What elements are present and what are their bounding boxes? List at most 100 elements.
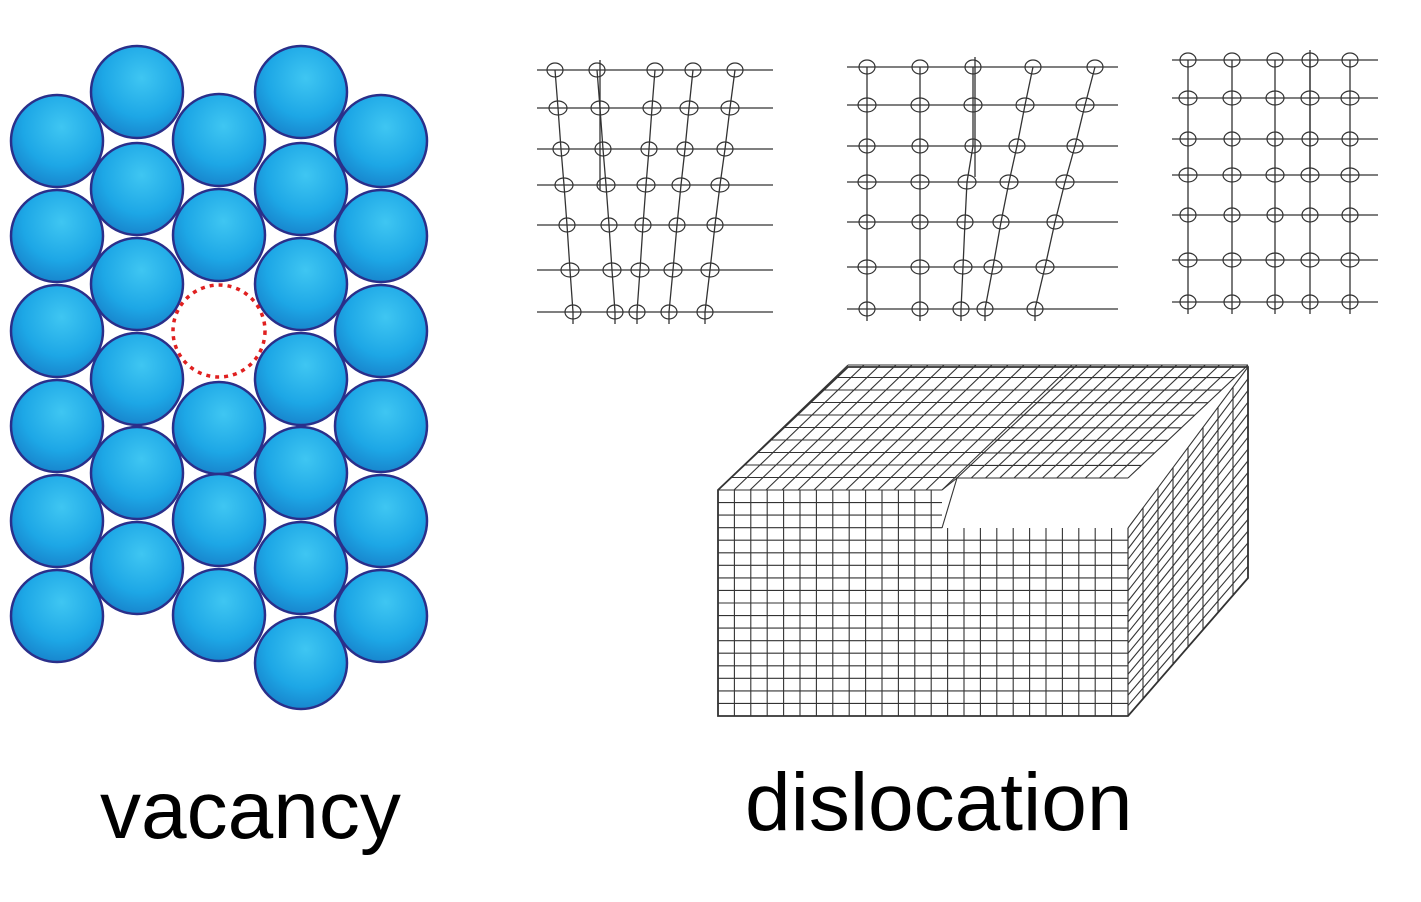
atom (333, 473, 429, 569)
top-line (1127, 364, 1249, 479)
top-line (1099, 364, 1220, 479)
side-horizontal-line (1127, 519, 1249, 665)
atom-marker (1341, 131, 1359, 147)
atom-marker (628, 304, 646, 320)
atom-marker (646, 62, 664, 78)
side-horizontal-line (1127, 366, 1249, 529)
atom-marker (957, 174, 977, 190)
atom (89, 44, 185, 140)
atom (253, 331, 349, 427)
edge-dislocation-sketch-2 (847, 57, 1118, 321)
atom-marker (696, 304, 714, 320)
atom (171, 380, 267, 476)
top-line (1070, 364, 1192, 479)
atom-marker (858, 59, 876, 75)
atom-marker (1075, 97, 1095, 113)
atom-marker (1179, 131, 1197, 147)
atom-marker (630, 262, 650, 278)
vacancy-lattice (9, 44, 429, 711)
atom-marker (1008, 138, 1026, 154)
atom (333, 188, 429, 284)
atom-marker (554, 177, 574, 193)
atom (9, 473, 105, 569)
vacancy-caption: vacancy (100, 765, 401, 856)
top-line (1027, 364, 1149, 479)
atom-marker (953, 259, 973, 275)
atom (171, 472, 267, 568)
side-horizontal-line (1127, 436, 1249, 592)
atom (253, 615, 349, 711)
atom (89, 425, 185, 521)
top-line (1042, 364, 1163, 479)
atom-marker (1223, 52, 1241, 68)
atom-marker (911, 214, 929, 230)
atom-marker (964, 138, 982, 154)
atom (253, 141, 349, 237)
atom (89, 520, 185, 616)
atom-marker (952, 301, 970, 317)
atom-marker (676, 141, 694, 157)
atom-marker (600, 217, 618, 233)
side-horizontal-line (1127, 390, 1249, 550)
atom-marker (634, 217, 652, 233)
atom-marker (1086, 59, 1104, 75)
atom-marker (857, 97, 877, 113)
atom-marker (857, 259, 877, 275)
top-line (970, 364, 1092, 479)
atom (89, 331, 185, 427)
atom-marker (1341, 294, 1359, 310)
atom-marker (710, 177, 730, 193)
atom-marker (999, 174, 1019, 190)
atom-marker (1223, 294, 1241, 310)
top-line (985, 364, 1106, 479)
atom-marker (911, 301, 929, 317)
atom (171, 92, 267, 188)
atom (333, 283, 429, 379)
atom (9, 283, 105, 379)
atom-marker (606, 304, 624, 320)
atom-marker (660, 304, 678, 320)
atom-marker (720, 100, 740, 116)
atom-marker (671, 177, 691, 193)
vacancy-site (171, 283, 267, 379)
side-horizontal-line (1127, 530, 1249, 675)
atom (89, 236, 185, 332)
atom-marker (992, 214, 1010, 230)
atom (171, 567, 267, 663)
atom-marker (1223, 131, 1241, 147)
atom (9, 93, 105, 189)
atom-marker (1179, 52, 1197, 68)
atom-marker (679, 100, 699, 116)
atom-marker (1340, 90, 1360, 106)
block-outline (717, 366, 1249, 717)
atom-marker (1266, 131, 1284, 147)
atom (9, 188, 105, 284)
atom (253, 236, 349, 332)
atom-marker (602, 262, 622, 278)
top-line (999, 364, 1121, 479)
side-horizontal-line (1127, 378, 1249, 539)
side-horizontal-line (1127, 507, 1249, 654)
side-horizontal-line (1127, 495, 1249, 644)
atom (333, 378, 429, 474)
atom-marker (706, 217, 724, 233)
atom-marker (636, 177, 656, 193)
atom-marker (1341, 207, 1359, 223)
atom-marker (663, 262, 683, 278)
atom-marker (1300, 252, 1320, 268)
atom-marker (964, 59, 982, 75)
top-line (1013, 364, 1135, 479)
atom (9, 568, 105, 664)
atom-marker (857, 174, 877, 190)
atom-marker (910, 259, 930, 275)
atom-marker (546, 62, 564, 78)
top-line (1084, 364, 1206, 479)
atom-marker (640, 141, 658, 157)
dislocation-block-model (717, 364, 1249, 717)
atom-marker (1266, 207, 1284, 223)
atom-marker (700, 262, 720, 278)
side-horizontal-line (1127, 401, 1249, 560)
top-line (1113, 364, 1235, 479)
atom-marker (911, 138, 929, 154)
atom (333, 93, 429, 189)
